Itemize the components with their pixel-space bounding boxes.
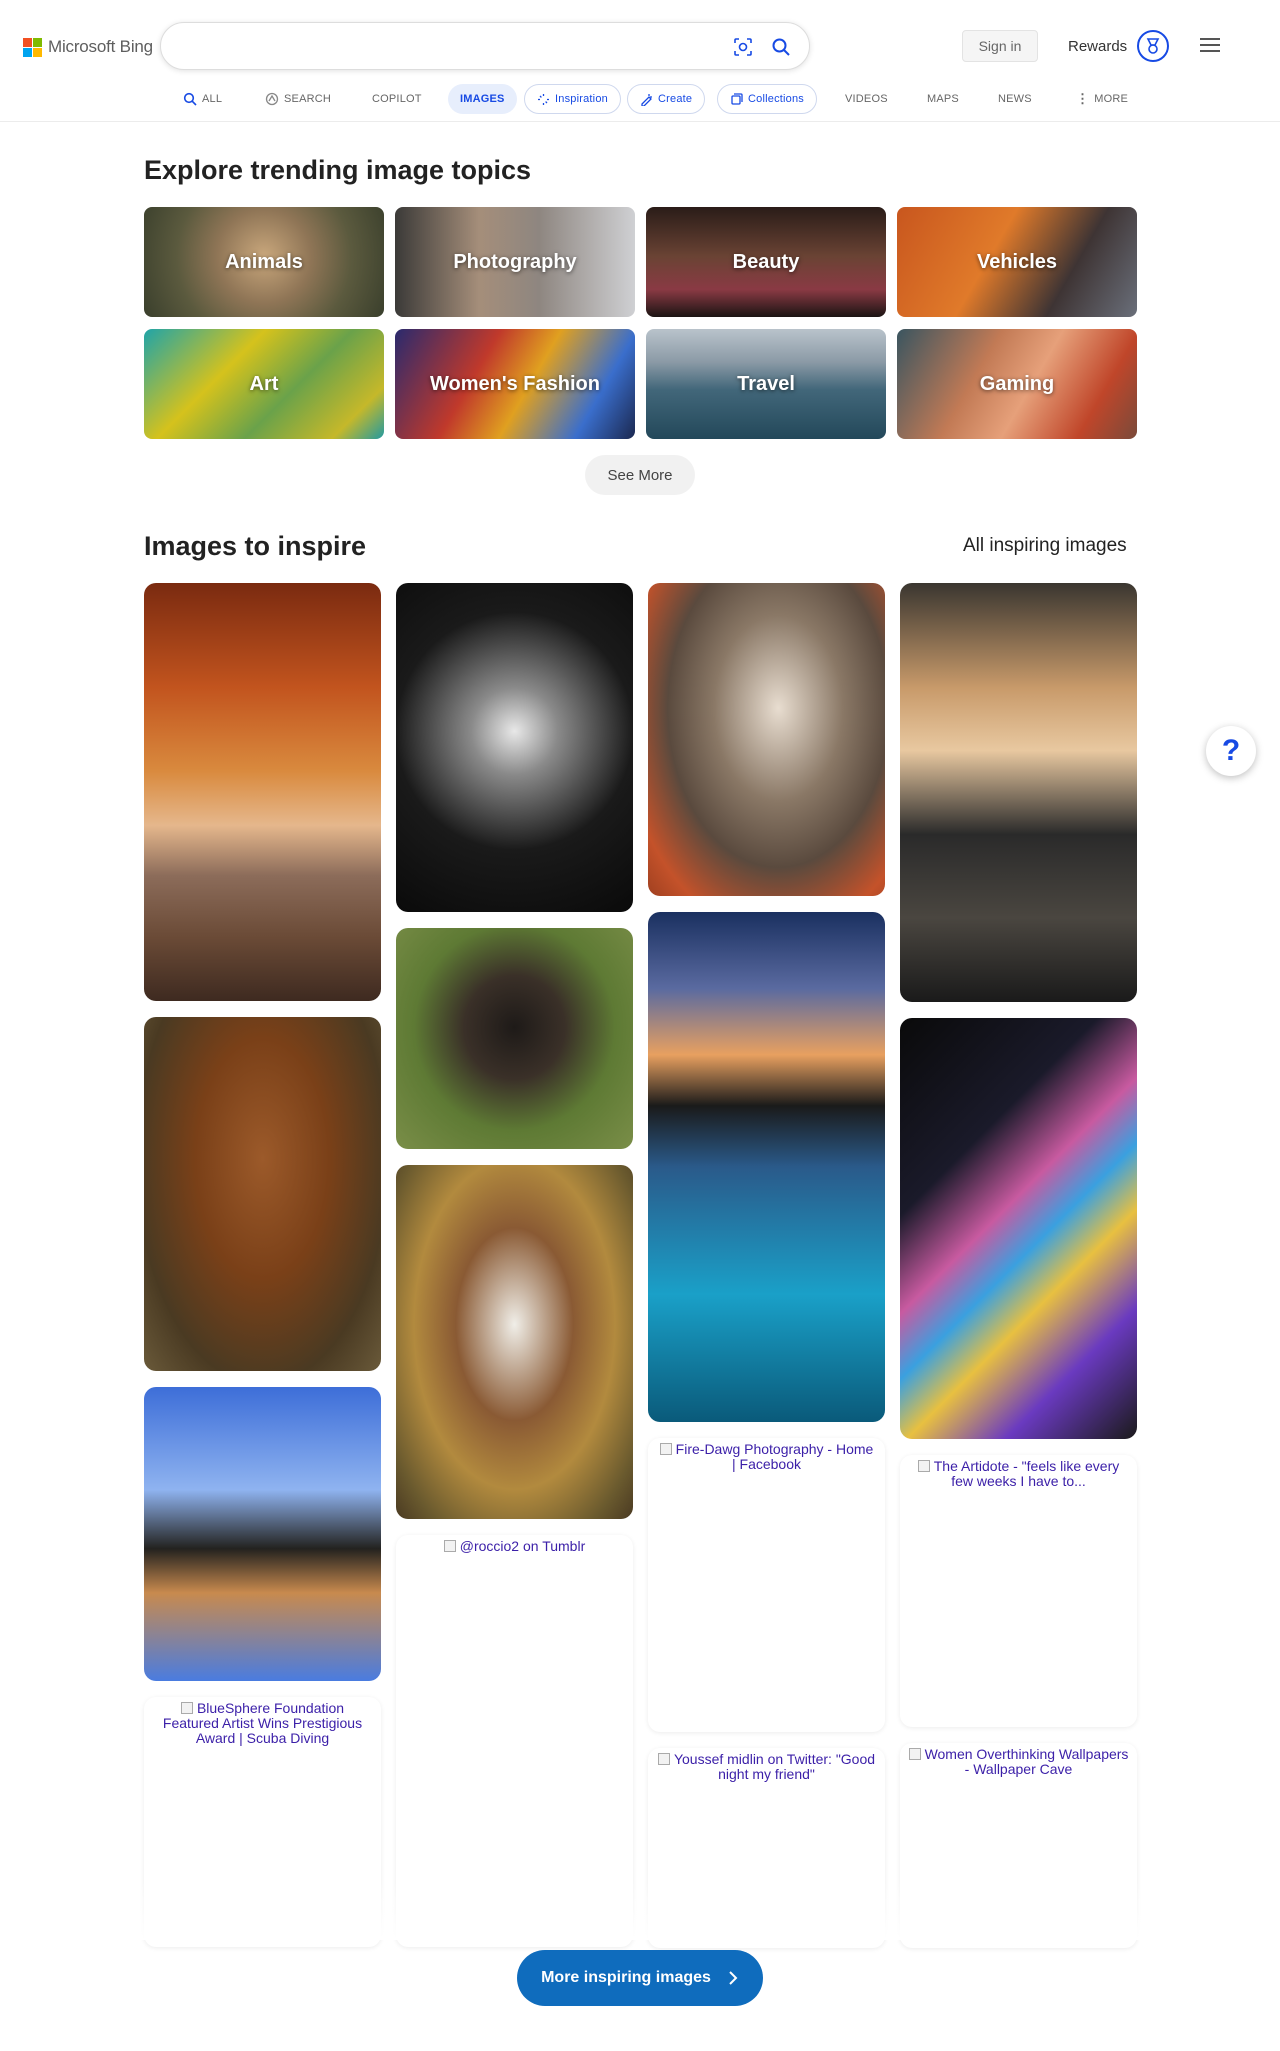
tab-label: NEWS [998, 93, 1032, 105]
search-icon [183, 92, 197, 106]
topic-label: Travel [737, 372, 795, 395]
collections-icon [731, 92, 743, 105]
tab-collections[interactable]: Collections [717, 84, 818, 114]
search-box [160, 22, 810, 70]
tab-label: COPILOT [372, 93, 422, 105]
tab-label: Collections [748, 93, 805, 105]
rewards-button[interactable]: Rewards [1068, 30, 1170, 62]
tab-copilot[interactable]: COPILOT [372, 84, 422, 114]
grid-fade-overlay [0, 1880, 1280, 1940]
image-card-fluffy-kitten[interactable] [648, 583, 885, 896]
visual-search-icon[interactable] [731, 35, 755, 59]
tab-label: MAPS [927, 93, 959, 105]
all-inspiring-images-link[interactable]: All inspiring images [963, 535, 1127, 556]
image-card-broken[interactable]: Fire-Dawg Photography - Home | Facebook [648, 1438, 885, 1732]
tab-label: IMAGES [460, 93, 505, 105]
topic-label: Gaming [979, 372, 1055, 395]
image-card-broken[interactable]: The Artidote - "feels like every few wee… [900, 1455, 1137, 1727]
inspire-heading: Images to inspire [144, 531, 367, 561]
topic-label: Animals [225, 250, 303, 273]
topic-label: Women's Fashion [430, 372, 600, 395]
hamburger-menu-icon[interactable] [1198, 34, 1222, 58]
more-button-label: More inspiring images [541, 1969, 711, 1986]
tab-label: Inspiration [555, 93, 608, 105]
image-card-running-puppy[interactable] [396, 1165, 633, 1519]
tab-videos[interactable]: VIDEOS [845, 84, 888, 114]
inspiration-icon [538, 93, 549, 105]
topic-tile-art[interactable]: Art [144, 329, 384, 439]
create-icon [641, 93, 652, 106]
image-card-space-ballerina[interactable] [396, 583, 633, 912]
tab-create[interactable]: Create [627, 84, 706, 114]
question-mark-icon: ? [1221, 734, 1241, 767]
topic-label: Art [249, 372, 279, 395]
tab-label: ALL [202, 93, 223, 105]
more-inspiring-images-button[interactable]: More inspiring images [517, 1950, 763, 2006]
search-icon[interactable] [769, 35, 793, 59]
header: Microsoft Bing Sign in Rewards ALL SEARC… [0, 0, 1280, 122]
image-card-car-and-jet[interactable] [900, 583, 1137, 1002]
image-card-tropical-resort[interactable] [648, 912, 885, 1422]
microsoft-logo-icon [23, 37, 42, 57]
tab-label: SEARCH [284, 93, 332, 105]
topic-tile-photography[interactable]: Photography [395, 207, 635, 317]
copilot-search-icon [265, 92, 279, 106]
broken-image-caption: @roccio2 on Tumblr [396, 1535, 633, 1558]
topic-label: Beauty [732, 250, 800, 273]
topic-tile-animals[interactable]: Animals [144, 207, 384, 317]
tab-inspiration[interactable]: Inspiration [524, 84, 621, 114]
broken-image-icon [657, 1753, 670, 1765]
topic-tile-beauty[interactable]: Beauty [646, 207, 886, 317]
broken-image-icon [659, 1443, 672, 1455]
more-dots-icon: ⋮ [1076, 91, 1090, 106]
topic-tile-vehicles[interactable]: Vehicles [897, 207, 1137, 317]
image-card-bernese-puppy[interactable] [396, 928, 633, 1149]
tab-label: VIDEOS [845, 93, 888, 105]
tab-label: Create [658, 93, 693, 105]
tab-images[interactable]: IMAGES [448, 84, 517, 114]
scope-tabs: ALL SEARCH COPILOT IMAGES Inspiration Cr… [0, 84, 1280, 114]
broken-image-caption: BlueSphere Foundation Featured Artist Wi… [162, 1700, 363, 1746]
broken-image-caption: Youssef midlin on Twitter: "Good night m… [648, 1748, 885, 1786]
tab-label: MORE [1094, 93, 1129, 105]
rewards-medal-icon [1137, 30, 1170, 62]
tab-more[interactable]: ⋮ MORE [1076, 84, 1128, 114]
topic-label: Photography [453, 250, 577, 273]
image-card-neon-portrait[interactable] [900, 1018, 1137, 1439]
image-card-shiba-dogs[interactable] [144, 1387, 381, 1681]
broken-image-icon [180, 1702, 193, 1714]
help-button[interactable]: ? [1206, 726, 1256, 776]
sign-in-button[interactable]: Sign in [962, 30, 1038, 62]
broken-image-icon [443, 1540, 456, 1552]
topic-label: Vehicles [976, 250, 1058, 273]
broken-image-icon [908, 1748, 921, 1760]
topic-tile-womens-fashion[interactable]: Women's Fashion [395, 329, 635, 439]
chevron-right-icon [729, 1971, 738, 1985]
tab-maps[interactable]: MAPS [927, 84, 959, 114]
topic-tile-gaming[interactable]: Gaming [897, 329, 1137, 439]
image-card-autumn-pier[interactable] [144, 583, 381, 1001]
topic-tile-travel[interactable]: Travel [646, 329, 886, 439]
trending-heading: Explore trending image topics [144, 155, 532, 185]
tab-news[interactable]: NEWS [998, 84, 1032, 114]
tab-search[interactable]: SEARCH [265, 84, 331, 114]
broken-image-caption: The Artidote - "feels like every few wee… [900, 1455, 1137, 1493]
see-more-button[interactable]: See More [585, 455, 695, 495]
broken-image-icon [917, 1460, 930, 1472]
broken-image-caption: Fire-Dawg Photography - Home | Facebook [648, 1438, 885, 1476]
rewards-label: Rewards [1068, 37, 1128, 55]
image-card-dachshund-puppy[interactable] [144, 1017, 381, 1371]
brand-name: Microsoft Bing [48, 37, 153, 56]
bing-logo[interactable]: Microsoft Bing [23, 36, 153, 58]
tab-all[interactable]: ALL [183, 84, 222, 114]
search-input[interactable] [181, 35, 681, 59]
broken-image-caption: Women Overthinking Wallpapers - Wallpape… [900, 1743, 1137, 1781]
image-card-broken[interactable]: @roccio2 on Tumblr [396, 1535, 633, 1947]
